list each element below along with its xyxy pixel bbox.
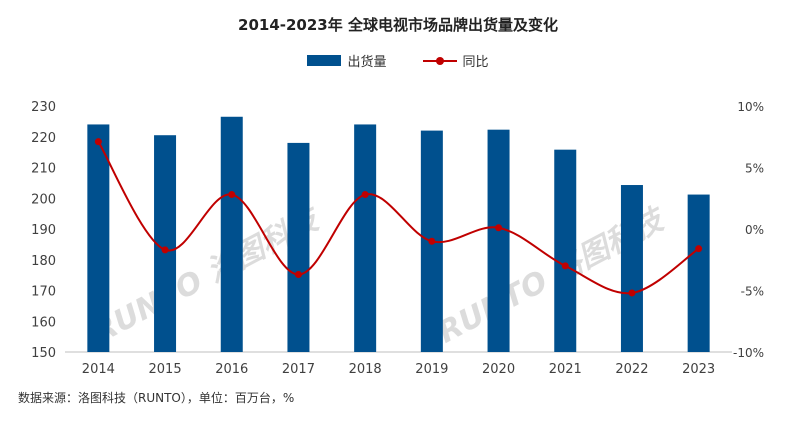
y-left-tick-label: 220 [31,131,56,146]
bar-2014 [87,124,110,352]
legend-label-yoy: 同比 [462,55,489,70]
y-left-tick-label: 150 [31,346,56,361]
x-tick-label: 2017 [282,362,315,377]
y-left-tick-label: 230 [31,100,56,115]
source-note: 数据来源：洛图科技（RUNTO），单位：百万台，% [18,391,295,405]
yoy-point-2018 [361,191,369,199]
legend: 出货量 同比 [0,51,796,70]
legend-item-shipments: 出货量 [307,51,387,70]
x-tick-label: 2023 [682,362,715,377]
y-left-tick-label: 160 [31,315,56,330]
legend-swatch-bar [307,55,342,66]
yoy-point-2020 [495,224,503,232]
yoy-point-2019 [428,237,436,245]
yoy-point-2015 [161,246,169,254]
chart-plot: RUNTO 洛图科技 RUNTO 洛图科技15016017018019020021… [31,100,764,377]
x-tick-label: 2022 [615,362,648,377]
yoy-point-2023 [695,245,703,253]
yoy-point-2017 [294,271,302,279]
bar-2021 [554,149,577,352]
x-tick-label: 2021 [549,362,582,377]
x-tick-label: 2015 [149,362,182,377]
x-tick-label: 2018 [349,362,382,377]
y-right-tick-label: 10% [737,100,764,114]
x-tick-label: 2020 [482,362,515,377]
x-tick-label: 2016 [215,362,248,377]
bar-2020 [487,129,510,352]
bar-2015 [154,135,177,352]
x-tick-label: 2014 [82,362,115,377]
y-right-tick-label: -5% [741,285,764,299]
yoy-point-2022 [628,289,636,297]
y-right-tick-label: -10% [733,346,764,360]
legend-item-yoy: 同比 [422,51,489,70]
y-left-tick-label: 210 [31,162,56,177]
yoy-point-2021 [561,262,569,270]
y-left-tick-label: 190 [31,223,56,238]
bar-2023 [687,194,710,352]
legend-swatch-line [422,55,457,66]
yoy-point-2016 [228,191,236,199]
bar-2018 [354,124,377,352]
y-left-tick-label: 180 [31,254,56,269]
x-tick-label: 2019 [415,362,448,377]
bar-2016 [220,116,243,352]
legend-label-shipments: 出货量 [347,55,387,70]
y-left-tick-label: 170 [31,285,56,300]
chart-title: 2014-2023年 全球电视市场品牌出货量及变化 [238,16,558,34]
y-right-tick-label: 0% [745,223,764,237]
y-left-tick-label: 200 [31,192,56,207]
y-right-tick-label: 5% [745,162,764,176]
bar-2017 [287,142,310,352]
bar-2022 [620,185,643,352]
yoy-point-2014 [94,138,102,146]
